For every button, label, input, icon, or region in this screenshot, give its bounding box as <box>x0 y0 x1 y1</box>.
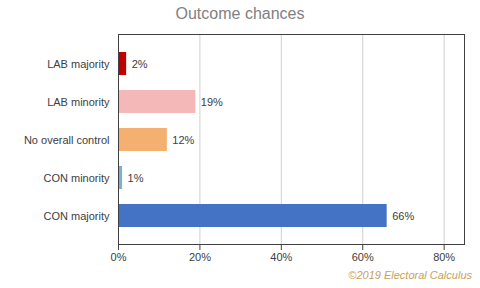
svg-text:0%: 0% <box>111 251 127 263</box>
svg-text:CON minority: CON minority <box>43 172 110 184</box>
svg-text:60%: 60% <box>352 251 374 263</box>
svg-text:80%: 80% <box>433 251 455 263</box>
svg-text:66%: 66% <box>392 210 414 222</box>
svg-text:2%: 2% <box>132 58 148 70</box>
svg-text:20%: 20% <box>189 251 211 263</box>
svg-text:CON majority: CON majority <box>43 210 110 222</box>
svg-text:19%: 19% <box>201 96 223 108</box>
svg-text:LAB majority: LAB majority <box>47 58 110 70</box>
svg-text:12%: 12% <box>172 134 194 146</box>
svg-text:LAB minority: LAB minority <box>47 96 110 108</box>
svg-text:No overall control: No overall control <box>24 134 110 146</box>
svg-text:40%: 40% <box>270 251 292 263</box>
html-text:Outcome chances: Outcome chances <box>175 5 305 22</box>
html-text:©2019 Electoral Calculus: ©2019 Electoral Calculus <box>348 269 472 281</box>
svg-text:1%: 1% <box>128 172 144 184</box>
